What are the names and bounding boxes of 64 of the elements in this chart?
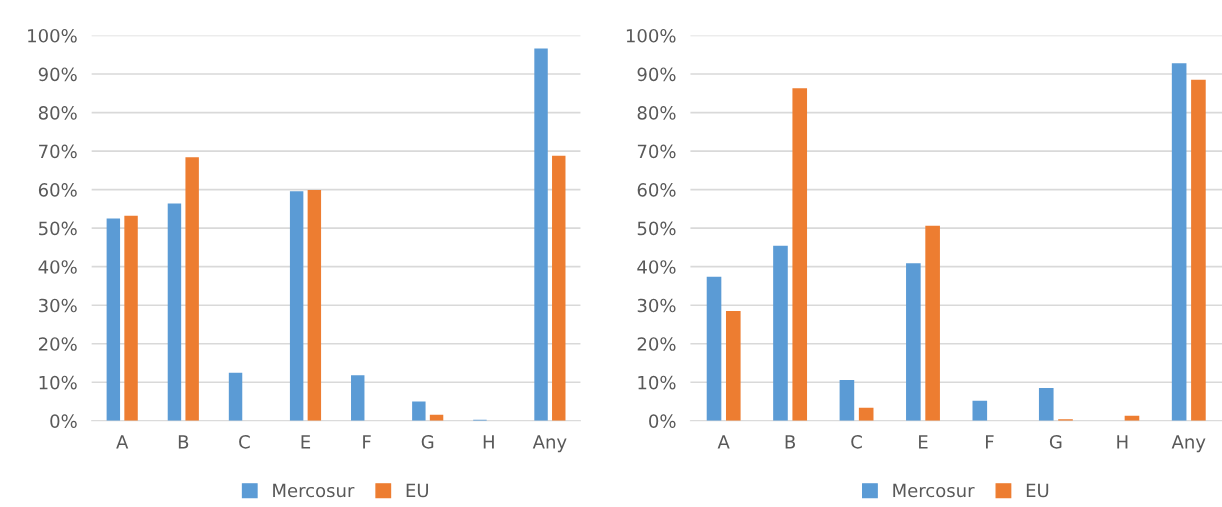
x-tick-label: A [116, 435, 129, 449]
x-tick-label: B [178, 435, 189, 449]
bar [839, 379, 855, 421]
y-tick-label: 10% [39, 375, 77, 390]
y-tick-label: 100% [626, 28, 676, 43]
y-tick-label: 60% [637, 183, 676, 197]
y-tick-label: 90% [637, 67, 676, 82]
x-tick-label: C [851, 435, 862, 449]
bar [124, 215, 138, 421]
bar [307, 190, 322, 421]
bar [228, 372, 243, 421]
bar [725, 310, 741, 421]
legend-label: Mercosur [893, 483, 975, 498]
bar [792, 88, 808, 421]
bar [185, 157, 199, 421]
y-tick-label: 90% [38, 67, 77, 82]
x-tick-label: H [1117, 435, 1128, 449]
x-tick-label: Any [532, 435, 567, 453]
y-tick-label: 30% [637, 298, 676, 313]
x-tick-label: F [363, 435, 371, 449]
y-tick-label: 100% [28, 28, 77, 43]
legend-label: Mercosur [273, 483, 355, 498]
x-tick-label: Any [1171, 435, 1206, 453]
bar [167, 203, 182, 421]
x-tick-label: E [301, 435, 311, 449]
y-tick-label: 20% [637, 337, 676, 351]
bar [925, 225, 940, 421]
bar [1191, 79, 1206, 421]
y-tick-label: 20% [38, 337, 77, 351]
y-tick-label: 80% [637, 106, 676, 120]
x-tick-label: A [717, 435, 730, 449]
y-tick-label: 50% [39, 221, 77, 236]
y-tick-label: 70% [637, 144, 676, 159]
y-tick-label: 50% [637, 221, 676, 236]
y-tick-label: 0% [50, 414, 77, 428]
x-tick-label: G [1049, 435, 1062, 449]
bar [412, 401, 426, 421]
x-tick-label: G [421, 435, 434, 449]
bar [1038, 388, 1054, 421]
legend-label: EU [1026, 483, 1049, 498]
y-tick-label: 40% [637, 260, 676, 274]
y-tick-label: 30% [39, 298, 77, 313]
bar [972, 400, 988, 421]
bar [706, 276, 722, 421]
bar [351, 375, 365, 421]
y-tick-label: 70% [39, 144, 77, 159]
y-tick-label: 40% [38, 260, 77, 274]
y-tick-label: 10% [638, 375, 676, 390]
bar [1171, 63, 1187, 421]
x-tick-label: C [239, 435, 250, 449]
bar [906, 263, 921, 421]
y-tick-label: 60% [38, 183, 77, 197]
bar [106, 218, 121, 421]
y-tick-label: 0% [649, 414, 676, 428]
x-tick-label: B [785, 435, 796, 449]
bar [289, 191, 304, 421]
bar [552, 155, 566, 421]
bar [773, 245, 788, 421]
y-tick-label: 80% [38, 106, 77, 120]
x-tick-label: E [919, 435, 928, 449]
legend-label: EU [406, 483, 428, 498]
x-tick-label: F [986, 435, 994, 449]
bar [534, 48, 548, 421]
x-tick-label: H [483, 435, 494, 449]
